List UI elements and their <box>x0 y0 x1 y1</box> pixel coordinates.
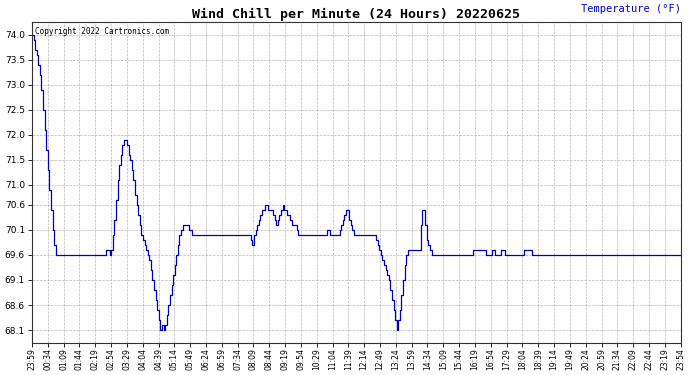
Text: Temperature (°F): Temperature (°F) <box>581 4 680 14</box>
Title: Wind Chill per Minute (24 Hours) 20220625: Wind Chill per Minute (24 Hours) 2022062… <box>193 8 520 21</box>
Text: Copyright 2022 Cartronics.com: Copyright 2022 Cartronics.com <box>35 27 169 36</box>
